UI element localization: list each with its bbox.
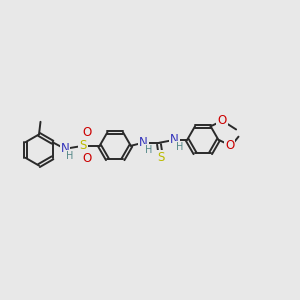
Text: S: S (157, 151, 164, 164)
Text: H: H (66, 151, 74, 161)
Text: O: O (82, 152, 91, 165)
Text: O: O (225, 139, 234, 152)
Text: N: N (61, 142, 70, 155)
Text: H: H (145, 145, 152, 155)
Text: H: H (176, 142, 183, 152)
Text: N: N (139, 136, 148, 149)
Text: N: N (170, 133, 179, 146)
Text: O: O (82, 126, 91, 139)
Text: S: S (80, 139, 87, 152)
Text: O: O (218, 114, 226, 128)
